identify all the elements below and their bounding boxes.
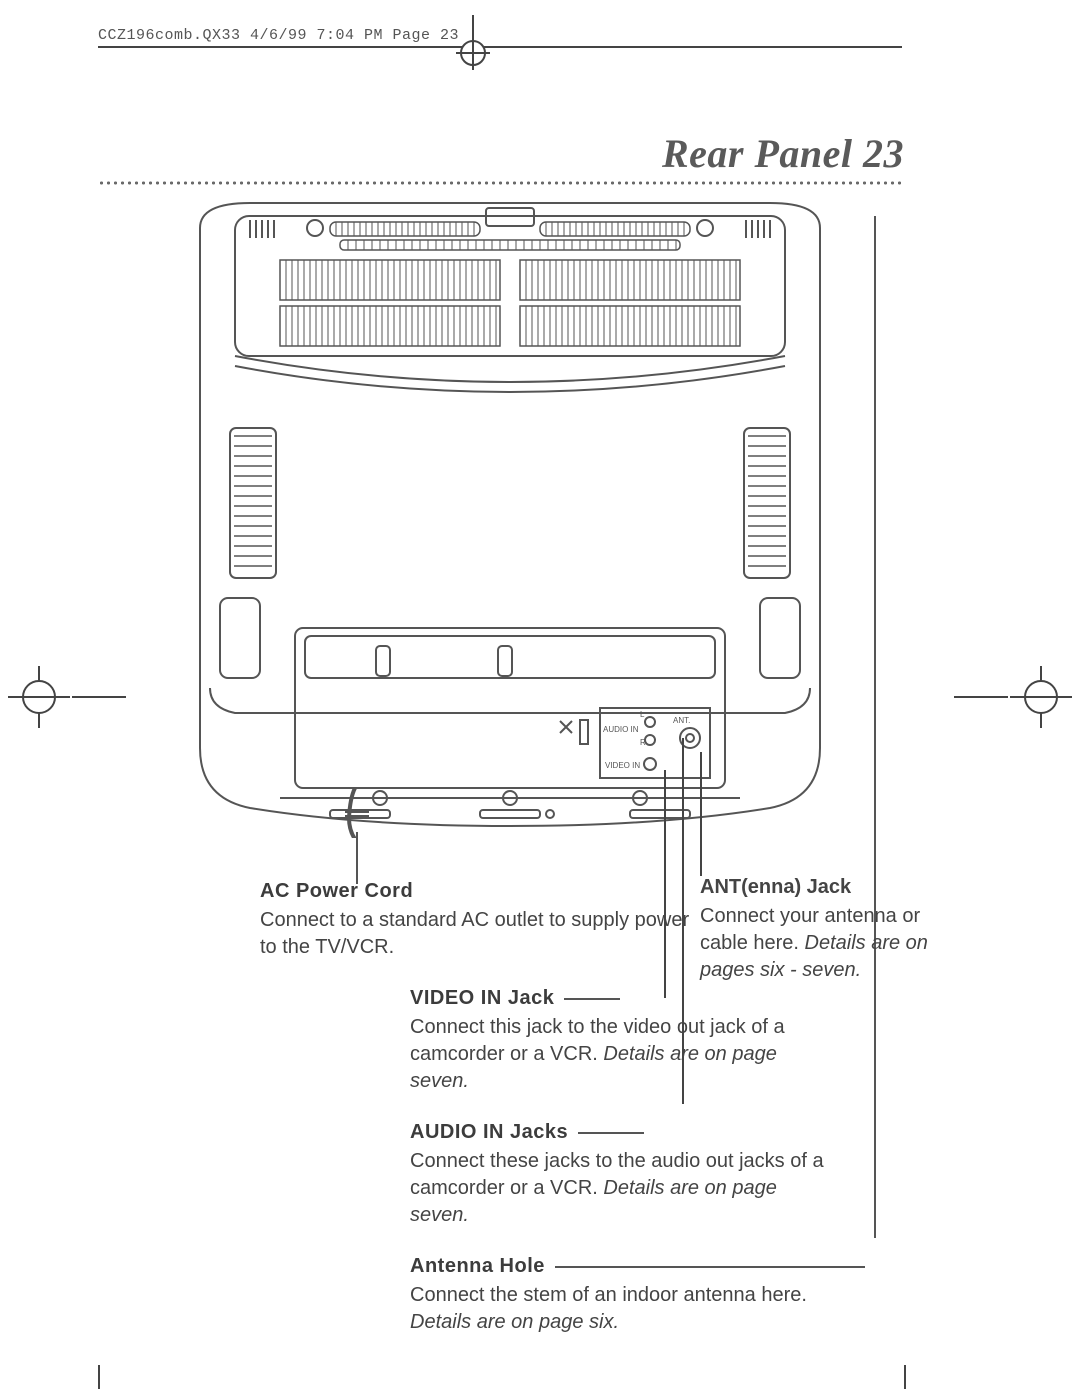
video-in-rule — [564, 998, 620, 1000]
leader-ant-jack — [700, 752, 702, 876]
rear-panel-diagram: L AUDIO IN R ANT. VIDEO IN — [180, 198, 840, 838]
registration-mark-right — [1024, 680, 1058, 714]
page-title: Rear Panel 23 — [662, 130, 904, 177]
crop-tick-bottom-left — [98, 1365, 100, 1389]
page-number: 23 — [863, 131, 904, 176]
antenna-hole-desc: Connect the stem of an indoor antenna he… — [410, 1282, 840, 1336]
audio-in-label: AUDIO IN Jacks — [410, 1121, 568, 1143]
callout-audio-in: AUDIO IN Jacks Connect these jacks to th… — [410, 1121, 910, 1229]
registration-mark-top — [460, 40, 486, 66]
leader-ac-power — [356, 832, 358, 884]
antenna-hole-desc-ital: Details are on page six. — [410, 1311, 619, 1333]
registration-mark-left — [22, 680, 56, 714]
audio-in-rule — [578, 1132, 644, 1134]
jack-label-audio-in: AUDIO IN — [603, 725, 639, 734]
antenna-hole-label: Antenna Hole — [410, 1255, 545, 1277]
print-header: CCZ196comb.QX33 4/6/99 7:04 PM Page 23 — [98, 27, 459, 44]
video-in-label: VIDEO IN Jack — [410, 987, 554, 1009]
ac-power-label: AC Power Cord — [260, 880, 413, 902]
crop-tick-bottom-right — [904, 1365, 906, 1389]
ac-power-desc: Connect to a standard AC outlet to suppl… — [260, 907, 690, 961]
page-title-text: Rear Panel — [662, 131, 853, 176]
callouts-column: AC Power Cord Connect to a standard AC o… — [260, 880, 910, 1362]
dotted-rule — [98, 180, 904, 186]
antenna-hole-desc-text: Connect the stem of an indoor antenna he… — [410, 1284, 807, 1306]
callout-ac-power: AC Power Cord Connect to a standard AC o… — [260, 880, 910, 961]
antenna-hole-rule — [555, 1266, 865, 1268]
video-in-desc: Connect this jack to the video out jack … — [410, 1014, 840, 1095]
jack-label-l: L — [640, 710, 645, 719]
jack-label-r: R — [640, 738, 646, 747]
audio-in-desc: Connect these jacks to the audio out jac… — [410, 1148, 840, 1229]
crop-rule-top — [98, 46, 902, 48]
jack-label-ant: ANT. — [673, 716, 690, 725]
callout-antenna-hole: Antenna Hole Connect the stem of an indo… — [410, 1255, 910, 1336]
callout-video-in: VIDEO IN Jack Connect this jack to the v… — [410, 987, 910, 1095]
jack-label-video-in: VIDEO IN — [605, 761, 640, 770]
